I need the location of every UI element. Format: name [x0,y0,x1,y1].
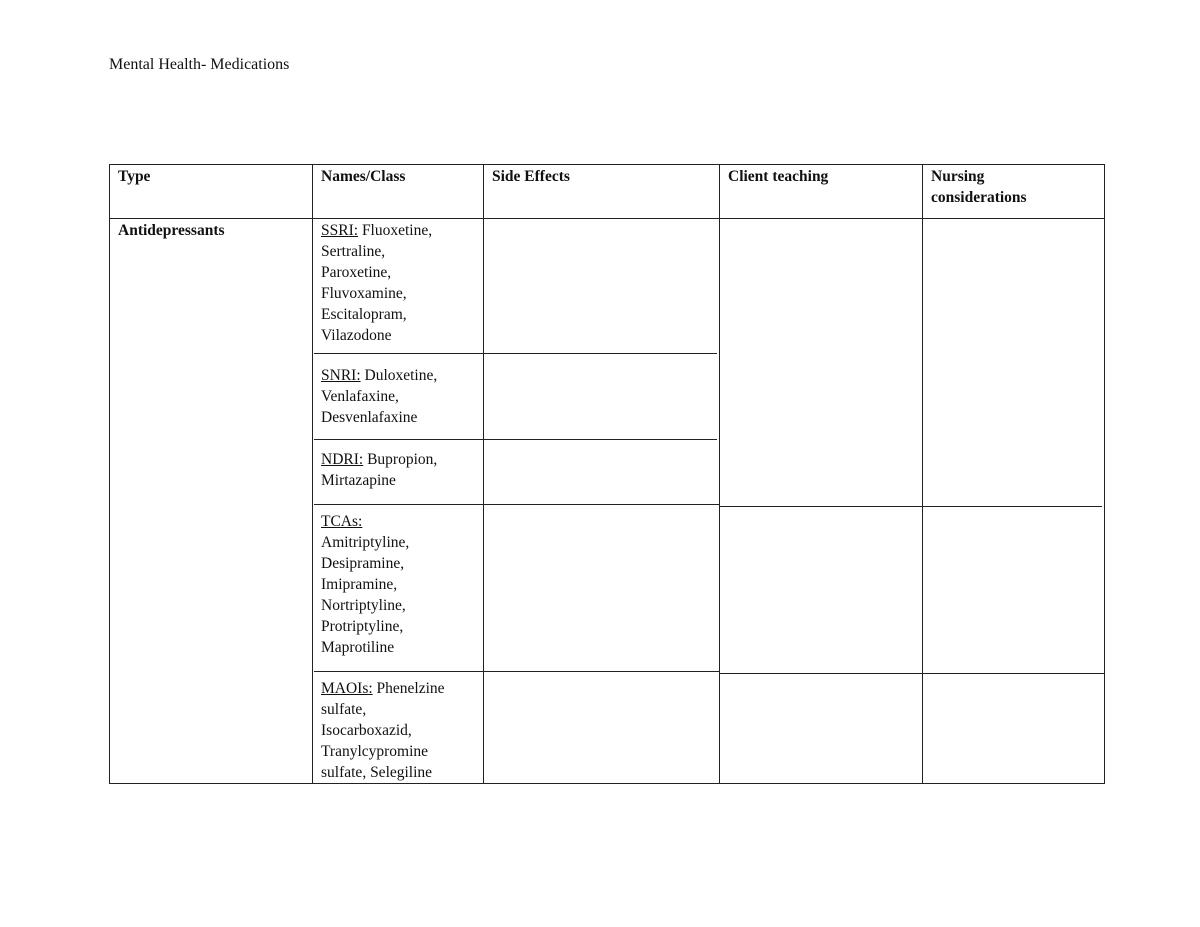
document-title: Mental Health- Medications [109,56,290,73]
header-side-effects: Side Effects [492,168,570,185]
class-ssri: SSRI: Fluoxetine, Sertraline, Paroxetine… [321,222,433,344]
row-divider [314,671,719,672]
row-divider [314,439,717,440]
column-divider [312,164,313,783]
class-label: SNRI: [321,367,361,384]
class-label: MAOIs: [321,680,373,697]
header-names-class: Names/Class [321,168,406,185]
column-divider [719,164,720,783]
row-divider [719,506,1102,507]
class-ndri: NDRI: Bupropion, Mirtazapine [321,451,438,489]
class-label: NDRI: [321,451,364,468]
column-divider [922,164,923,783]
header-type: Type [118,168,151,185]
row-divider [719,673,1104,674]
class-snri: SNRI: Duloxetine, Venlafaxine, Desvenlaf… [321,367,438,426]
row-divider [314,504,719,505]
class-tcas: TCAs: Amitriptyline, Desipramine, Imipra… [321,513,410,656]
header-nursing-considerations: Nursing considerations [931,168,1027,206]
type-antidepressants: Antidepressants [118,222,225,239]
column-divider [483,164,484,783]
header-client-teaching: Client teaching [728,168,829,185]
class-label: SSRI: [321,222,359,239]
table-border [109,164,1105,784]
class-maois: MAOIs: Phenelzine sulfate, Isocarboxazid… [321,680,445,781]
row-divider [314,353,717,354]
class-label: TCAs: [321,513,363,530]
header-divider [109,218,1104,219]
